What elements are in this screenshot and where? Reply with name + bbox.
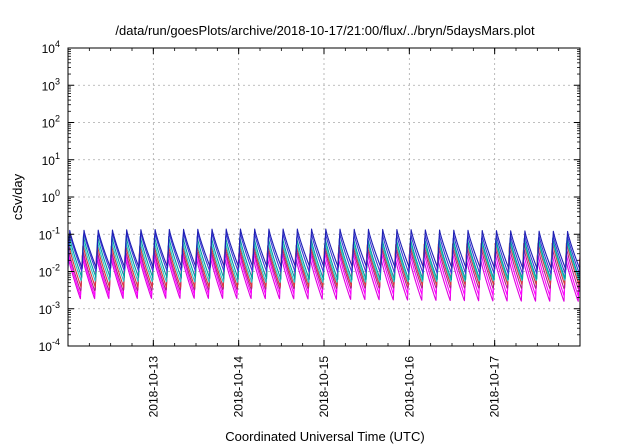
- series-line-1: [67, 228, 581, 270]
- y-axis-title: cSv/day: [10, 173, 25, 220]
- x-tick-label: 2018-10-17: [488, 356, 502, 418]
- x-axis-title: Coordinated Universal Time (UTC): [225, 429, 424, 444]
- x-tick-label: 2018-10-14: [232, 356, 246, 418]
- x-tick-label: 2018-10-15: [317, 356, 331, 418]
- chart-title: /data/run/goesPlots/archive/2018-10-17/2…: [115, 23, 535, 38]
- x-tick-label: 2018-10-16: [402, 356, 416, 418]
- x-tick-label: 2018-10-13: [146, 356, 160, 418]
